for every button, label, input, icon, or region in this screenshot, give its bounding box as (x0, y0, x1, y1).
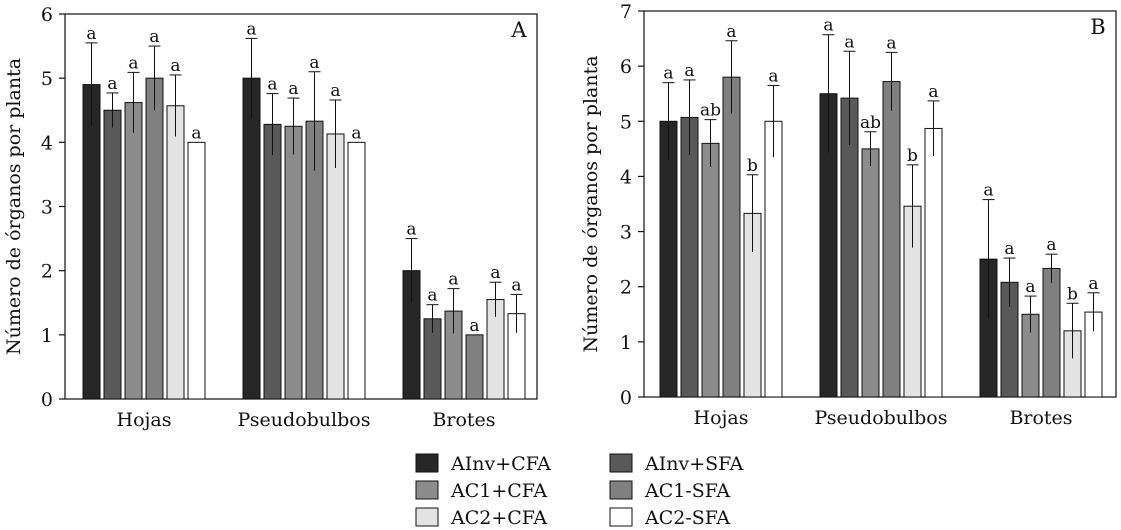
panel-a-x-tick-label: Brotes (432, 409, 495, 431)
panel-a-bar (263, 123, 282, 400)
panel-a-y-tick-label: 1 (41, 325, 53, 347)
panel-b-significance-letter: a (768, 66, 778, 86)
panel-b-y-tick-label: 0 (620, 387, 632, 409)
panel-b-significance-letter: a (983, 181, 993, 201)
legend-swatch (415, 453, 439, 473)
panel-a-y-tick-label: 5 (41, 68, 53, 90)
legend-swatch (609, 480, 633, 500)
panel-b-y-axis-label: Número de órganos por planta (580, 55, 602, 352)
panel-b-significance-letter: a (726, 22, 736, 42)
panel-b-bar (680, 116, 699, 398)
legend-swatch (415, 480, 439, 500)
panel-a-significance-letter: a (511, 275, 521, 295)
legend-entry-label: AC2+CFA (450, 507, 547, 529)
panel-a-y-tick-label: 2 (41, 261, 53, 283)
panel-b-significance-letter: a (928, 82, 938, 102)
panel-b-panel-label: B (1090, 15, 1105, 39)
panel-a-y-tick-label: 3 (41, 197, 53, 219)
panel-b-x-tick-label: Hojas (694, 407, 749, 429)
panel-b-bar (659, 120, 678, 398)
panel-a-bar (465, 334, 484, 400)
panel-b-y-tick-label: 7 (620, 1, 632, 23)
panel-a-bar (187, 141, 206, 400)
panel-b-significance-letter: a (886, 33, 896, 53)
panel-b-significance-letter: ab (700, 101, 721, 121)
panel-b-y-tick-label: 3 (620, 222, 632, 244)
panel-b-x-tick-label: Brotes (1009, 407, 1072, 429)
legend-swatch (609, 453, 633, 473)
panel-b-bar (882, 81, 901, 398)
panel-a-significance-letter: a (170, 56, 180, 76)
panel-b-bar (764, 120, 783, 398)
panel-a-significance-letter: a (246, 19, 256, 39)
panel-b-significance-letter: b (747, 156, 758, 176)
panel-b-significance-letter: b (907, 146, 918, 166)
panel-a-bar (347, 141, 366, 400)
panel-a-x-tick-label: Hojas (117, 409, 172, 431)
panel-b-bar (924, 127, 943, 398)
panel-a-y-tick-label: 6 (41, 4, 53, 26)
panel-b-y-tick-label: 5 (620, 111, 632, 133)
panel-b-significance-letter: a (1088, 274, 1098, 294)
panel-a-y-tick-label: 0 (41, 389, 53, 411)
panel-a-bar (242, 77, 261, 400)
panel-b-significance-letter: a (844, 32, 854, 52)
panel-a-significance-letter: a (86, 24, 96, 44)
legend-entry-label: AC1-SFA (644, 480, 730, 502)
panel-b-y-tick-label: 6 (620, 56, 632, 78)
panel-a-significance-letter: a (309, 53, 319, 73)
panel-a-panel-label: A (510, 18, 527, 42)
panel-b-significance-letter: ab (860, 113, 881, 133)
panel-b-significance-letter: a (684, 61, 694, 81)
panel-b-bar (701, 142, 720, 398)
panel-a-significance-letter: a (448, 270, 458, 290)
panel-b-bar (1042, 268, 1061, 398)
panel-b-significance-letter: a (663, 64, 673, 84)
panel-b-x-tick-label: Pseudobulbos (815, 407, 948, 429)
panel-b-bar (861, 148, 880, 398)
legend-entry-label: AC1+CFA (450, 480, 547, 502)
panel-b-significance-letter: a (1046, 235, 1056, 255)
panel-a-significance-letter: a (267, 75, 277, 95)
panel-a-x-tick-label: Pseudobulbos (238, 409, 371, 431)
panel-a-bar (124, 102, 143, 400)
panel-b-bar (722, 76, 741, 398)
panel-b-significance-letter: a (1025, 277, 1035, 297)
panel-b-significance-letter: a (1004, 239, 1014, 259)
panel-b-y-tick-label: 1 (620, 332, 632, 354)
panel-b-y-tick-label: 4 (620, 166, 632, 188)
legend: AInv+CFA AC1+CFA AC2+CFA AInv+SFA AC1-SFA AC2… (415, 453, 744, 529)
panel-a-bar (166, 105, 185, 400)
panel-a-bar (284, 125, 303, 400)
panel-b-significance-letter: a (823, 16, 833, 36)
legend-entry-label: AInv+CFA (450, 453, 551, 475)
panel-a-significance-letter: a (288, 79, 298, 99)
panel-b-significance-letter: b (1067, 284, 1078, 304)
panel-a-significance-letter: a (351, 123, 361, 143)
legend-swatch (415, 507, 439, 527)
panel-a-significance-letter: a (406, 220, 416, 240)
panel-a-significance-letter: a (469, 316, 479, 336)
panel-a-significance-letter: a (330, 81, 340, 101)
panel-b-y-tick-label: 2 (620, 277, 632, 299)
panel-b-plot-frame (643, 10, 1117, 398)
legend-entry-label: AInv+SFA (644, 453, 744, 475)
panel-a-significance-letter: a (490, 263, 500, 283)
panel-a-significance-letter: a (191, 123, 201, 143)
panel-a-bar (103, 109, 122, 400)
panel-a-bar (326, 133, 345, 400)
legend-entry-label: AC2-SFA (644, 507, 730, 529)
panel-a-bar (145, 77, 164, 400)
panel-a-significance-letter: a (128, 53, 138, 73)
panel-a-significance-letter: a (427, 286, 437, 306)
panel-a-significance-letter: a (149, 27, 159, 47)
panel-a-y-axis-label: Número de órganos por planta (3, 58, 25, 355)
panel-a-y-tick-label: 4 (41, 132, 53, 154)
legend-swatch (609, 507, 633, 527)
panel-a-bar (82, 84, 101, 400)
panel-a-significance-letter: a (107, 74, 117, 94)
